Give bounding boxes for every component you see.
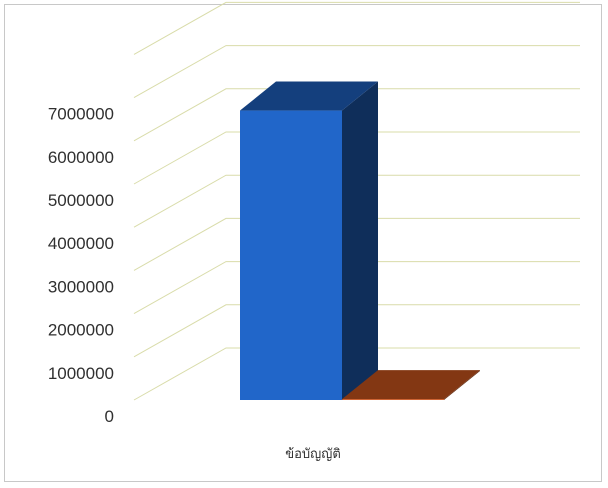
y-tick-label: 2000000 xyxy=(48,321,114,340)
gridline xyxy=(133,261,580,315)
y-tick-label: 0 xyxy=(105,407,114,426)
gridline xyxy=(133,131,580,185)
y-tick-label: 6000000 xyxy=(48,148,114,167)
y-axis-ticks: 0 1000000 2000000 3000000 4000000 5000000 6000… xyxy=(48,105,114,426)
gridlines xyxy=(133,1,580,401)
gridline xyxy=(133,304,580,358)
bar-1 xyxy=(240,81,378,400)
gridline xyxy=(133,347,580,401)
gridline xyxy=(133,217,580,271)
bar-side xyxy=(444,370,480,400)
gridline xyxy=(133,88,580,142)
y-tick-label: 4000000 xyxy=(48,234,114,253)
gridline xyxy=(133,45,580,99)
bar-2 xyxy=(342,370,480,400)
y-tick-label: 1000000 xyxy=(48,364,114,383)
gridline xyxy=(133,174,580,228)
category-label: ข้อบัญญัติ xyxy=(285,447,341,462)
bar-side xyxy=(342,81,378,400)
bar-front xyxy=(342,399,444,400)
bar-front xyxy=(240,110,342,400)
y-tick-label: 5000000 xyxy=(48,191,114,210)
y-tick-label: 3000000 xyxy=(48,277,114,296)
bar-top xyxy=(342,370,480,400)
gridline xyxy=(133,1,580,55)
bar-top xyxy=(240,81,378,111)
y-tick-label: 7000000 xyxy=(48,105,114,124)
bars xyxy=(240,81,480,400)
